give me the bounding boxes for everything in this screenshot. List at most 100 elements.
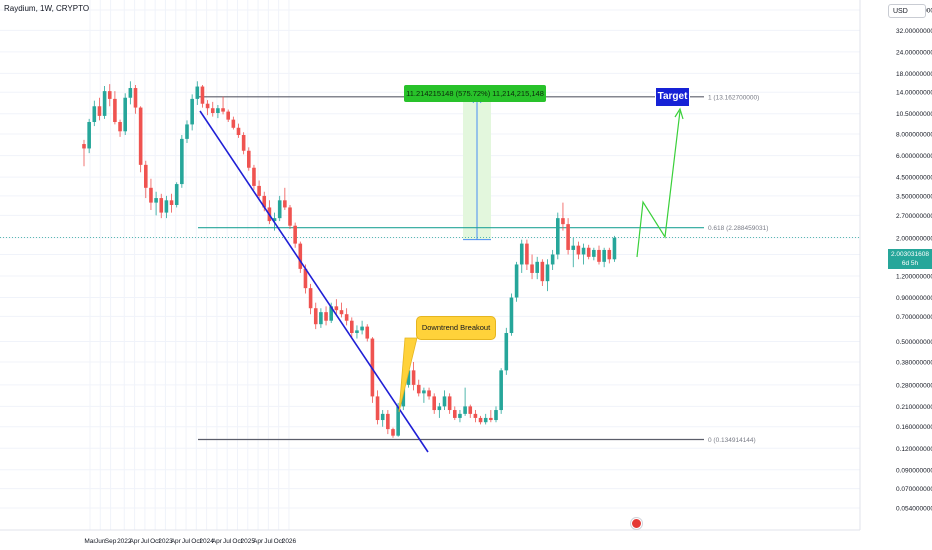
- time-tick-label: Jul: [141, 538, 150, 545]
- candle-body: [180, 138, 184, 185]
- price-tick-label: 24.000000000: [896, 49, 932, 56]
- candle-body: [612, 237, 617, 260]
- candle-body: [432, 396, 436, 411]
- bar-countdown: 6d 5h: [901, 260, 919, 267]
- price-tick-label: 10.500000000: [896, 111, 932, 118]
- candle-body: [499, 370, 503, 411]
- candle-body: [375, 396, 380, 421]
- time-tick-label: 2024: [199, 538, 214, 545]
- candle-body: [566, 224, 570, 250]
- candle-body: [113, 98, 117, 122]
- candle-body: [87, 121, 91, 149]
- candle-body: [586, 247, 591, 257]
- time-tick-label: 2022: [117, 538, 132, 545]
- time-tick-label: Apr: [130, 538, 141, 545]
- candle-body: [592, 249, 596, 257]
- candle-body: [257, 185, 261, 196]
- price-tick-label: 0.380000000: [896, 360, 932, 367]
- candle-body: [283, 200, 287, 208]
- candle-body: [329, 306, 333, 321]
- candle-body: [190, 98, 194, 125]
- candle-body: [231, 119, 236, 128]
- candle-body: [164, 200, 169, 213]
- candle-body: [463, 406, 467, 414]
- candle-body: [169, 200, 174, 205]
- time-tick-label: Oct: [150, 538, 160, 545]
- candle-body: [494, 410, 498, 421]
- price-tick-label: 8.000000000: [896, 132, 932, 139]
- candle-body: [252, 167, 256, 186]
- candle-body: [128, 88, 133, 98]
- downtrend-breakout-callout: Downtrend Breakout: [416, 316, 496, 340]
- time-tick-label: Jul: [182, 538, 191, 545]
- candle-body: [386, 413, 390, 430]
- price-tick-label: 0.280000000: [896, 382, 932, 389]
- candle-body: [334, 306, 339, 311]
- projection-arrow-head: [674, 107, 684, 120]
- price-tick-label: 0.160000000: [896, 424, 932, 431]
- candle-body: [355, 330, 359, 334]
- price-tick-label: 2.000000000: [896, 235, 932, 242]
- callout-pointer: [398, 337, 418, 413]
- candle-body: [277, 200, 282, 219]
- candle-body: [535, 261, 539, 273]
- measure-range: [463, 95, 491, 241]
- time-tick-label: Jul: [264, 538, 273, 545]
- candle-body: [545, 264, 550, 282]
- candle-body: [447, 396, 452, 411]
- candle-body: [473, 413, 478, 418]
- price-tick-label: 0.090000000: [896, 467, 932, 474]
- current-price-value: 2.003031608: [891, 251, 929, 258]
- fib-0-label: 0 (0.134914144): [708, 437, 756, 444]
- candle-body: [324, 312, 328, 321]
- candle-body: [92, 106, 97, 122]
- candle-body: [514, 264, 519, 298]
- candle-body: [144, 164, 148, 188]
- candle-body: [272, 218, 277, 222]
- candle-body: [344, 314, 349, 321]
- candle-body: [437, 406, 442, 411]
- candle-body: [226, 111, 230, 120]
- candle-body: [504, 333, 509, 371]
- time-tick-label: 2023: [158, 538, 173, 545]
- candle-body: [319, 312, 323, 325]
- candle-body: [396, 406, 400, 436]
- candle-body: [210, 108, 215, 114]
- candle-body: [133, 88, 138, 108]
- time-tick-label: Apr: [212, 538, 223, 545]
- time-tick-label: Mar: [84, 538, 96, 545]
- drawings: [199, 107, 684, 453]
- candle-body: [298, 243, 303, 269]
- price-tick-label: 6.000000000: [896, 153, 932, 160]
- candle-body: [247, 150, 251, 168]
- currency-select[interactable]: USD: [888, 4, 926, 18]
- candle-body: [154, 198, 158, 203]
- downtrend-line: [199, 110, 429, 453]
- candle-body: [571, 245, 576, 250]
- candle-body: [241, 135, 246, 151]
- candle-body: [118, 121, 122, 132]
- candle-body: [339, 310, 344, 315]
- target-label: Target: [655, 87, 690, 107]
- candle-body: [519, 243, 524, 265]
- candle-body: [458, 413, 462, 418]
- candle-body: [350, 320, 354, 334]
- candle-body: [607, 249, 612, 260]
- candle-body: [262, 195, 267, 208]
- fib-levels: 1 (13.162700000) 0.618 (2.288459031) 0 (0.…: [0, 94, 860, 444]
- candle-body: [174, 184, 179, 205]
- candle-body: [489, 417, 493, 421]
- candle-body: [216, 108, 220, 114]
- price-tick-label: 0.210000000: [896, 404, 932, 411]
- price-tick-label: 1.200000000: [896, 273, 932, 280]
- candle-body: [138, 107, 143, 165]
- candle-body: [205, 103, 210, 109]
- candle-body: [556, 218, 560, 255]
- candle-body: [525, 243, 529, 265]
- candle-body: [602, 249, 606, 262]
- price-tick-label: 0.070000000: [896, 486, 932, 493]
- time-tick-label: Apr: [171, 538, 182, 545]
- fib-0618-label: 0.618 (2.288459031): [708, 225, 768, 232]
